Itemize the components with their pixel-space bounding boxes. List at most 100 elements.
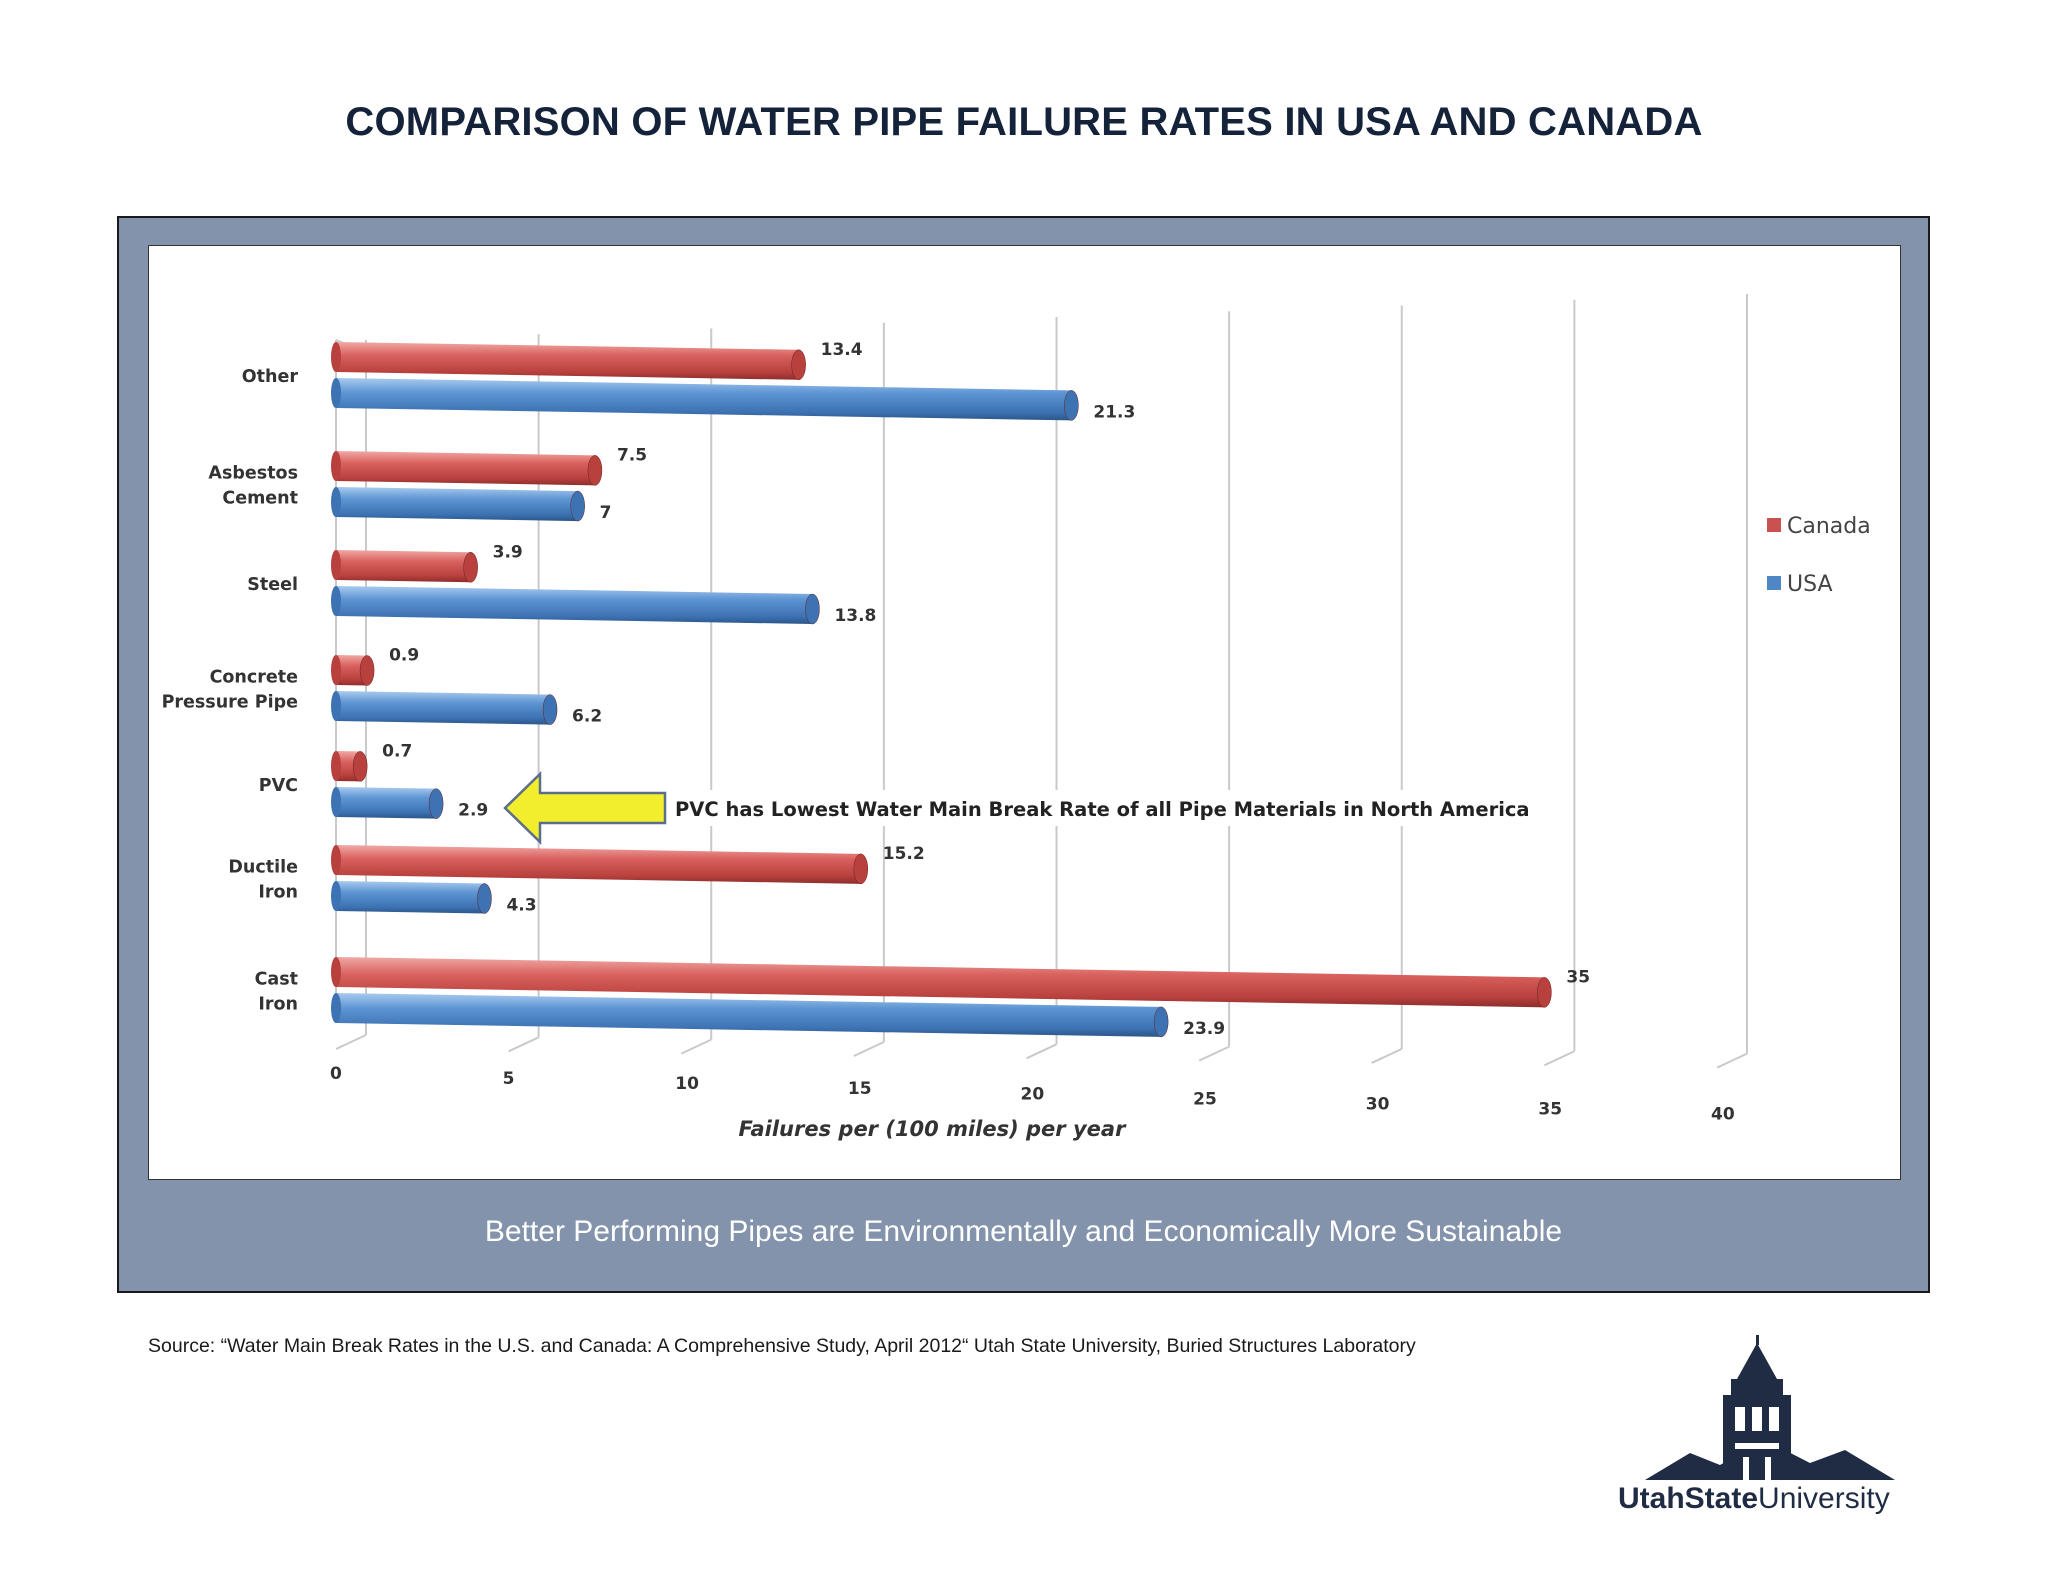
bar-usa — [336, 487, 578, 522]
legend-swatch-usa — [1767, 576, 1781, 590]
bar-usa — [336, 586, 813, 625]
value-label-usa: 23.9 — [1183, 1019, 1225, 1039]
gridline-tick — [1198, 1045, 1230, 1062]
bar-usa-end-cap — [805, 593, 820, 625]
x-tick-label: 30 — [1366, 1094, 1390, 1114]
gridline-tick — [680, 1038, 712, 1055]
value-label-canada: 3.9 — [493, 542, 523, 562]
value-label-usa: 21.3 — [1093, 402, 1135, 422]
bars — [331, 342, 1552, 1038]
x-tick-label: 5 — [503, 1069, 515, 1089]
bar-canada-end-cap — [352, 751, 368, 782]
gridline-tick — [508, 1036, 540, 1053]
bar-canada — [336, 342, 799, 380]
annotation-arrow — [503, 771, 667, 845]
bar-usa-start-cap — [331, 586, 341, 616]
chart-labels: 0 5 10 15 20 25 30 35 40 Other 13.4 21.3 Asbestos Cem… — [162, 340, 1871, 1141]
logo-wordmark-regular: University — [1758, 1482, 1890, 1515]
bar-canada-end-cap — [587, 455, 603, 486]
bar-canada-start-cap — [331, 751, 341, 781]
category-label: Ductile — [228, 858, 298, 878]
bar-usa-end-cap — [477, 883, 492, 914]
value-label-canada: 15.2 — [883, 844, 925, 864]
value-label-usa: 6.2 — [572, 707, 602, 727]
bar-usa — [336, 881, 485, 914]
bar-usa-start-cap — [331, 787, 341, 817]
x-tick-label: 35 — [1538, 1100, 1562, 1120]
category-label: Cast — [255, 970, 298, 990]
bar-canada — [336, 957, 1545, 1008]
value-label-usa: 4.3 — [506, 895, 536, 915]
x-tick-label: 25 — [1193, 1089, 1217, 1109]
bar-canada-start-cap — [331, 451, 341, 481]
gridline-tick — [1716, 1052, 1748, 1069]
bar-usa-start-cap — [331, 487, 341, 517]
category-label: Other — [242, 367, 299, 387]
legend-swatch-canada — [1767, 518, 1781, 532]
value-label-usa: 2.9 — [458, 801, 488, 821]
bar-usa-start-cap — [331, 993, 341, 1023]
bar-usa-start-cap — [331, 378, 341, 408]
value-label-canada: 13.4 — [821, 340, 863, 360]
legend-label-usa: USA — [1787, 572, 1833, 597]
gridline-tick — [1026, 1043, 1057, 1060]
bar-usa — [336, 691, 551, 725]
bar-canada — [336, 550, 471, 583]
bar-canada-end-cap — [791, 349, 806, 381]
x-tick-label: 20 — [1021, 1084, 1045, 1104]
page-title: COMPARISON OF WATER PIPE FAILURE RATES I… — [345, 100, 1703, 144]
value-label-usa: 13.8 — [834, 606, 876, 626]
bar-usa — [336, 378, 1072, 421]
bar-canada-start-cap — [331, 957, 341, 987]
category-label: PVC — [259, 776, 298, 796]
gridline-tick — [853, 1041, 885, 1057]
category-label: Concrete — [210, 668, 299, 688]
category-label: Asbestos — [208, 464, 298, 484]
bar-canada-start-cap — [331, 845, 341, 875]
bar-canada — [336, 845, 861, 884]
x-tick-label: 40 — [1711, 1105, 1735, 1125]
value-label-canada: 0.7 — [382, 741, 412, 761]
bar-usa-end-cap — [428, 788, 444, 819]
bar-canada-start-cap — [331, 342, 341, 372]
bar-canada-end-cap — [853, 853, 869, 885]
category-label: Iron — [258, 883, 298, 903]
source-citation: Source: “Water Main Break Rates in the U… — [148, 1335, 1416, 1357]
x-tick-label: 0 — [330, 1064, 342, 1084]
logo-wordmark-bold: UtahState — [1618, 1482, 1759, 1515]
gridline-tick — [1371, 1048, 1403, 1064]
legend-label-canada: Canada — [1787, 514, 1871, 539]
x-tick-label: 10 — [675, 1074, 699, 1094]
value-label-usa: 7 — [600, 503, 612, 523]
bar-usa — [336, 993, 1162, 1037]
bar-canada-end-cap — [359, 655, 375, 686]
category-label: Iron — [258, 995, 298, 1015]
bar-usa-end-cap — [542, 694, 558, 725]
bar-usa-end-cap — [1153, 1006, 1169, 1038]
bar-canada-start-cap — [331, 655, 341, 685]
bar-canada-end-cap — [463, 552, 478, 583]
gridline-tick — [1543, 1050, 1575, 1067]
value-label-canada: 0.9 — [389, 646, 419, 666]
bar-usa-end-cap — [570, 490, 585, 522]
bar-canada — [336, 655, 368, 686]
category-label: Cement — [222, 489, 298, 509]
bar-usa-end-cap — [1064, 390, 1079, 421]
bar-canada-start-cap — [331, 550, 341, 580]
annotation-text: PVC has Lowest Water Main Break Rate of … — [675, 798, 1530, 821]
category-label: Pressure Pipe — [162, 693, 299, 713]
logo-wordmark: UtahStateUniversity — [1618, 1482, 1890, 1516]
annotation-bg — [668, 790, 1438, 826]
value-label-canada: 7.5 — [617, 445, 647, 465]
x-tick-label: 15 — [848, 1079, 872, 1099]
tagline: Better Performing Pipes are Environmenta… — [484, 1215, 1563, 1248]
category-label: Steel — [247, 575, 298, 595]
x-axis-label: Failures per (100 miles) per year — [739, 1117, 1128, 1141]
bar-usa-start-cap — [331, 881, 341, 911]
bar-usa-start-cap — [331, 691, 341, 721]
university-logo — [1645, 1335, 1895, 1480]
bar-usa — [336, 787, 437, 819]
value-label-canada: 35 — [1566, 967, 1590, 987]
gridline-tick — [335, 1034, 367, 1050]
